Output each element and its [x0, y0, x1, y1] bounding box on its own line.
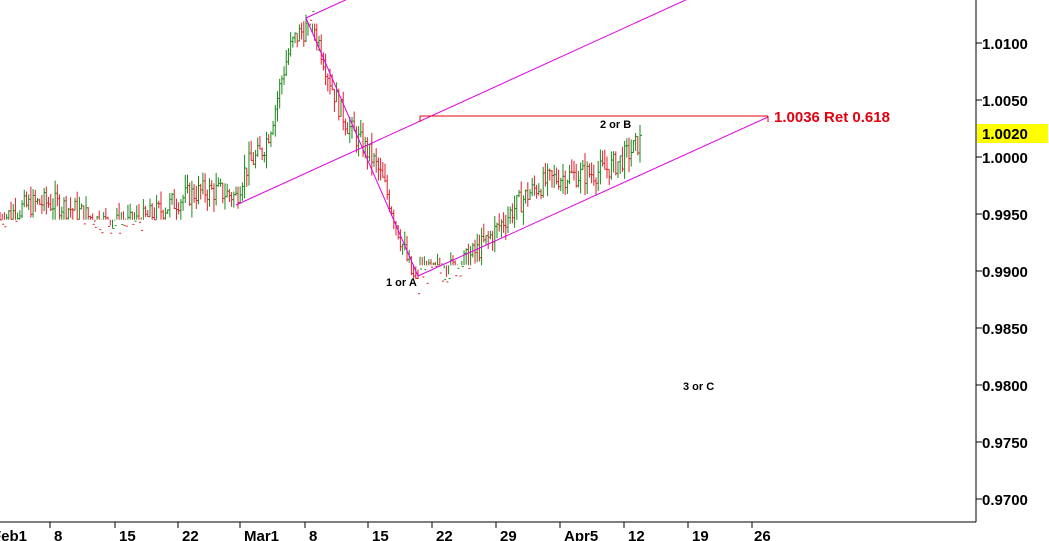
wave-label-3c: 3 or C — [683, 381, 714, 393]
x-tick-label: Feb1 — [0, 528, 27, 541]
upper-channel-line — [235, 0, 687, 206]
median-swing-line — [305, 17, 419, 277]
x-tick-label: 29 — [500, 528, 517, 541]
y-tick-label: 1.0000 — [982, 150, 1028, 167]
x-axis-ticks: Feb1 8 15 22 Mar1 8 15 22 29 Apr5 12 19 … — [0, 522, 771, 541]
x-tick-label: 12 — [628, 528, 645, 541]
y-tick-label: 0.9850 — [982, 321, 1028, 338]
x-tick-label: 22 — [436, 528, 453, 541]
y-tick-label: 0.9950 — [982, 207, 1028, 224]
y-axis-ticks: 1.0100 1.0050 1.0000 0.9950 0.9900 0.985… — [976, 36, 1028, 509]
x-tick-label: 19 — [692, 528, 709, 541]
wave-label-1a: 1 or A — [386, 277, 417, 289]
retracement-label: 1.0036 Ret 0.618 — [774, 109, 890, 126]
y-tick-label: 1.0050 — [982, 93, 1028, 110]
x-tick-label: 22 — [182, 528, 199, 541]
price-bars — [0, 11, 642, 295]
x-tick-label: 15 — [119, 528, 136, 541]
current-price-label: 1.0020 — [982, 126, 1028, 143]
x-tick-label: 26 — [754, 528, 771, 541]
x-tick-label: 8 — [309, 528, 317, 541]
channel-overlays — [235, 0, 769, 277]
y-tick-label: 0.9800 — [982, 378, 1028, 395]
current-price-highlight — [977, 124, 1048, 143]
x-tick-label: 8 — [54, 528, 62, 541]
x-tick-label: 15 — [372, 528, 389, 541]
lower-channel-line — [417, 116, 769, 277]
top-pivot-channel-line — [305, 0, 347, 19]
y-tick-label: 0.9700 — [982, 492, 1028, 509]
y-tick-label: 1.0100 — [982, 36, 1028, 53]
x-tick-label: Apr5 — [564, 528, 598, 541]
y-tick-label: 0.9900 — [982, 264, 1028, 281]
x-tick-label: Mar1 — [244, 528, 279, 541]
wave-label-2b: 2 or B — [600, 119, 631, 131]
y-tick-label: 0.9750 — [982, 435, 1028, 452]
